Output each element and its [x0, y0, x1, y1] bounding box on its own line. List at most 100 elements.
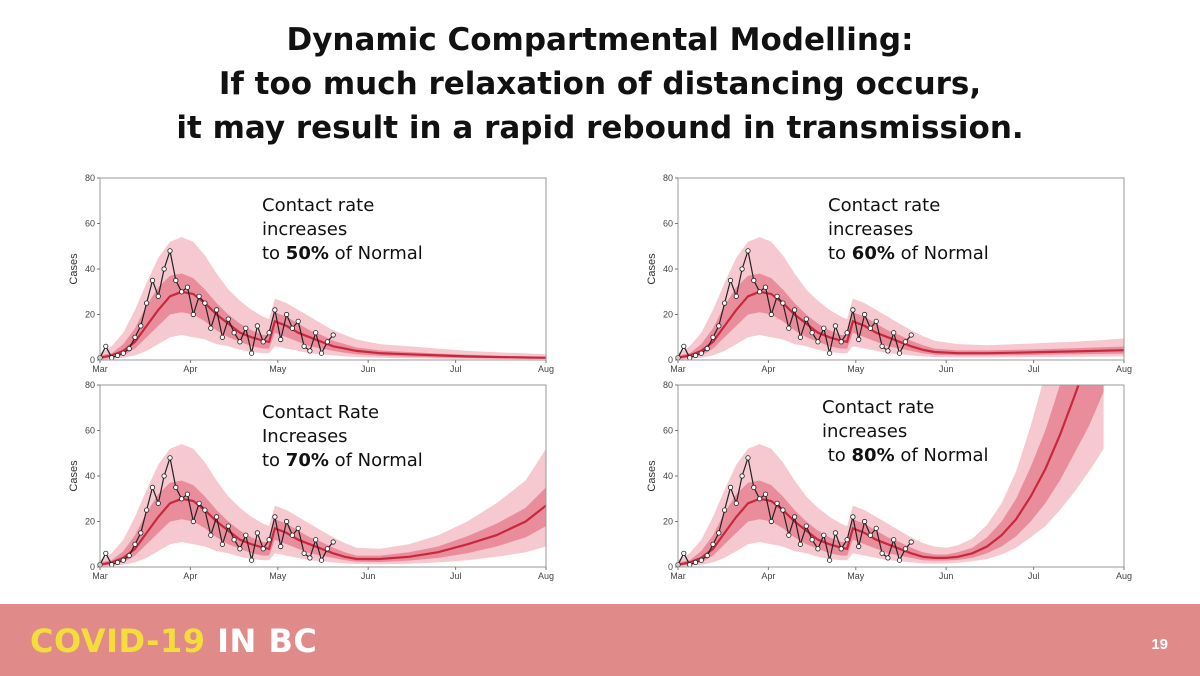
- observed-point: [862, 311, 868, 318]
- annotation-prefix: to: [262, 450, 286, 471]
- chart-panel-80: 0 20 40 60 80 Mar Apr May Jun Jul Aug Cases Contact…: [640, 379, 1160, 584]
- annotation-line-1: Contact Rate: [262, 402, 380, 423]
- observed-point: [733, 500, 739, 506]
- annotation-line-1: Contact rate: [822, 397, 935, 418]
- observed-point: [745, 455, 751, 461]
- annotation-percent: 80%: [851, 445, 895, 466]
- observed-point: [739, 266, 745, 272]
- y-tick-label: 80: [85, 380, 95, 390]
- observed-point: [722, 300, 728, 306]
- chart-svg: 0 20 40 60 80 Mar Apr May Jun Jul Aug Cases: [646, 380, 1132, 581]
- x-tick-label: May: [847, 364, 865, 374]
- observed-point: [120, 350, 126, 356]
- observed-point: [827, 350, 833, 356]
- x-tick-label: May: [269, 571, 287, 581]
- chart-svg: 0 20 40 60 80 Mar Apr May Jun Jul Aug Cases: [646, 173, 1132, 374]
- x-tick-label: Jul: [1028, 571, 1040, 581]
- title-line-2: If too much relaxation of distancing occ…: [218, 66, 982, 102]
- observed-point: [266, 330, 272, 336]
- annotation-prefix: to: [828, 243, 852, 264]
- observed-point: [768, 518, 774, 525]
- y-tick-label: 40: [85, 264, 95, 274]
- observed-point: [873, 318, 879, 324]
- observed-point: [254, 323, 260, 329]
- observed-point: [757, 496, 763, 502]
- y-tick-label: 0: [668, 355, 673, 365]
- observed-point: [797, 541, 803, 547]
- inner-uncertainty-band: [678, 385, 1104, 566]
- observed-point: [797, 334, 803, 340]
- annotation-suffix: of Normal: [328, 243, 423, 264]
- x-tick-label: Apr: [183, 571, 197, 581]
- annotation-line-3: to 70% of Normal: [262, 449, 423, 473]
- observed-point: [330, 539, 336, 545]
- slide-title: Dynamic Compartmental Modelling: If too …: [0, 18, 1200, 150]
- observed-point: [132, 541, 138, 547]
- observed-point: [856, 543, 862, 550]
- annotation-line-3: to 50% of Normal: [262, 242, 423, 266]
- observed-point: [792, 514, 798, 520]
- y-tick-label: 0: [668, 562, 673, 572]
- y-tick-label: 40: [663, 471, 673, 481]
- observed-point: [774, 293, 780, 299]
- observed-point: [301, 343, 307, 349]
- x-tick-label: Jul: [450, 571, 462, 581]
- observed-point: [284, 311, 290, 318]
- observed-point: [850, 514, 856, 520]
- observed-point: [219, 334, 225, 340]
- observed-point: [330, 332, 336, 338]
- y-tick-label: 0: [90, 355, 95, 365]
- annotation-line-2: Increases: [262, 426, 348, 447]
- y-tick-label: 20: [85, 310, 95, 320]
- observed-point: [208, 325, 214, 331]
- observed-point: [733, 293, 739, 299]
- observed-point: [196, 500, 202, 506]
- observed-point: [862, 518, 868, 525]
- x-tick-label: Aug: [1116, 571, 1132, 581]
- observed-point: [827, 557, 833, 563]
- observed-point: [202, 507, 208, 513]
- observed-point: [243, 325, 249, 331]
- observed-point: [278, 336, 284, 343]
- y-axis-label: Cases: [68, 253, 80, 285]
- observed-point: [266, 537, 272, 543]
- y-tick-label: 40: [663, 264, 673, 274]
- observed-point: [126, 346, 132, 352]
- observed-point: [716, 530, 722, 536]
- chart-svg: 0 20 40 60 80 Mar Apr May Jun Jul Aug Cases: [68, 380, 554, 581]
- y-tick-label: 20: [663, 517, 673, 527]
- observed-point: [722, 507, 728, 513]
- observed-point: [284, 518, 290, 525]
- observed-point: [716, 323, 722, 329]
- observed-point: [681, 343, 687, 349]
- observed-point: [809, 330, 815, 336]
- y-tick-label: 20: [663, 310, 673, 320]
- observed-point: [896, 557, 903, 563]
- observed-point: [832, 530, 838, 536]
- y-tick-label: 80: [663, 380, 673, 390]
- observed-point: [692, 559, 699, 565]
- observed-point: [780, 300, 786, 306]
- observed-point: [313, 537, 319, 543]
- y-tick-label: 80: [663, 173, 673, 183]
- observed-point: [214, 307, 220, 313]
- observed-point: [272, 514, 278, 520]
- x-tick-label: Jul: [450, 364, 462, 374]
- annotation-percent: 70%: [285, 450, 329, 471]
- observed-point: [762, 284, 769, 290]
- y-axis-label: Cases: [68, 460, 80, 492]
- observed-point: [138, 323, 144, 329]
- x-tick-label: Jul: [1028, 364, 1040, 374]
- observed-point: [704, 553, 710, 559]
- x-tick-label: Apr: [183, 364, 197, 374]
- x-tick-label: May: [847, 571, 865, 581]
- observed-point: [821, 325, 827, 331]
- observed-point: [254, 530, 260, 536]
- y-axis-label: Cases: [646, 253, 658, 285]
- observed-point: [307, 555, 313, 561]
- observed-point: [249, 350, 255, 356]
- x-tick-label: Jun: [939, 571, 954, 581]
- observed-point: [231, 330, 237, 336]
- title-line-3: it may result in a rapid rebound in tran…: [176, 110, 1024, 146]
- brand-covid: COVID-19: [30, 622, 206, 660]
